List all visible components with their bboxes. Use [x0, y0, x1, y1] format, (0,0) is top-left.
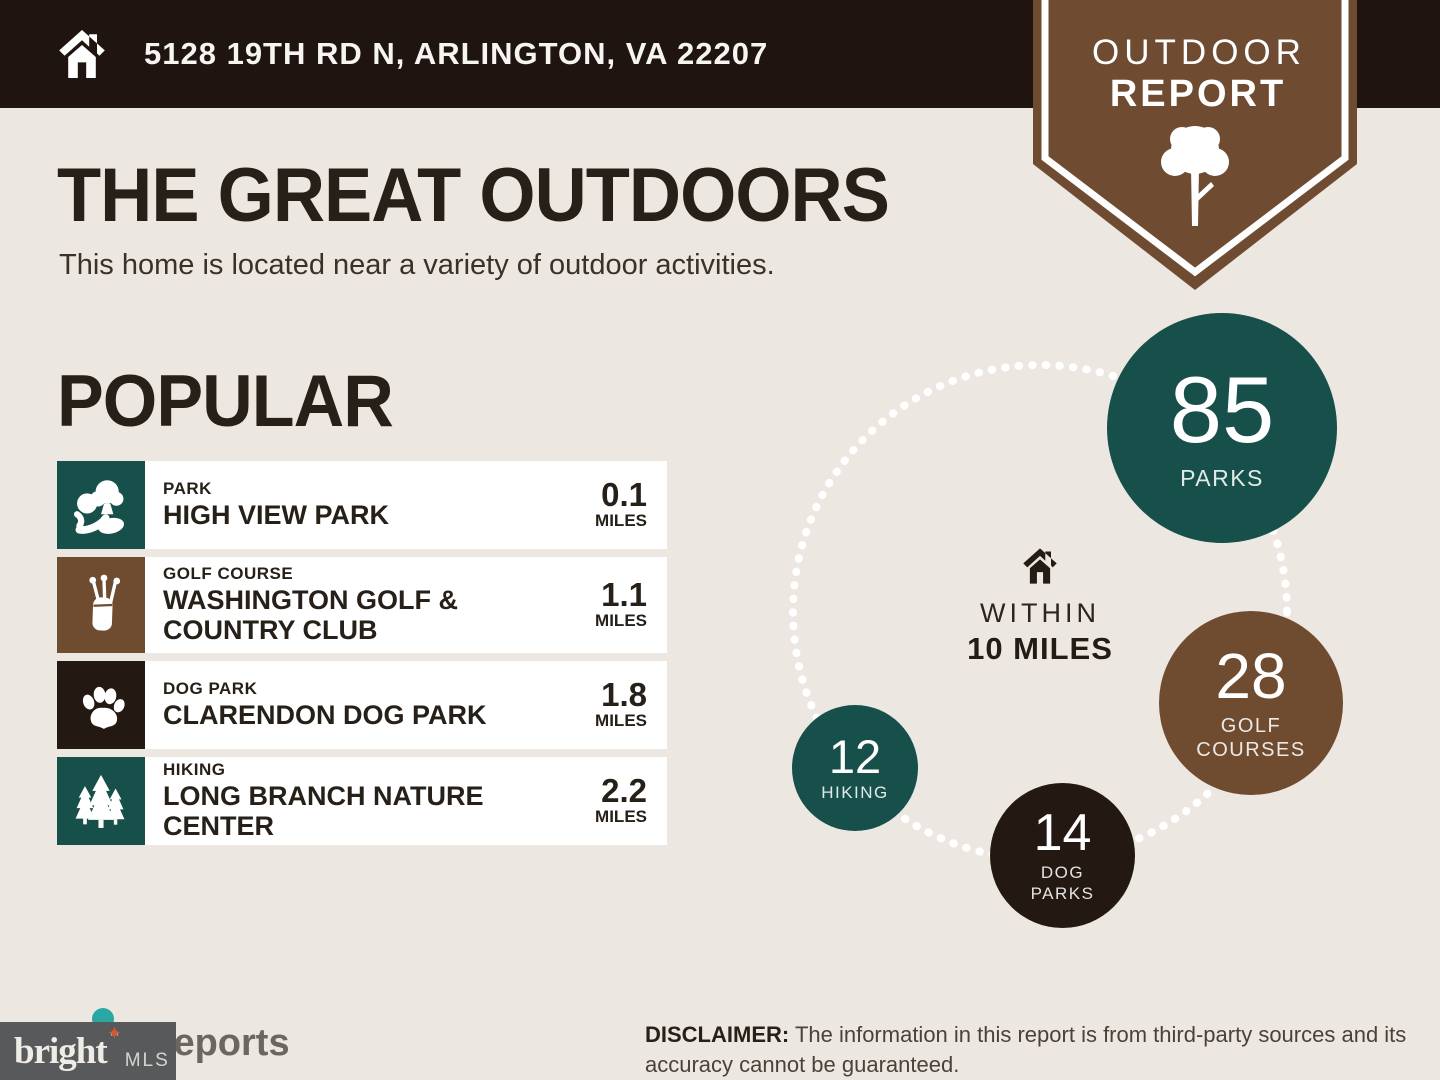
trademark-symbol: ™	[109, 1029, 119, 1040]
list-card: GOLF COURSE WASHINGTON GOLF & COUNTRY CL…	[145, 557, 667, 653]
golf-count: 28	[1215, 640, 1287, 712]
item-category: HIKING	[163, 760, 226, 780]
within-text: WITHIN	[980, 598, 1100, 628]
hiking-label: HIKING	[821, 782, 889, 802]
bubble-hiking: 12 HIKING	[792, 705, 918, 831]
popular-list: PARK HIGH VIEW PARK 0.1 MILES	[57, 461, 667, 853]
golf-label: GOLF COURSES	[1196, 715, 1306, 761]
item-distance: 0.1 MILES	[595, 476, 647, 531]
popular-heading: POPULAR	[57, 361, 394, 442]
item-name: LONG BRANCH NATURE CENTER	[163, 781, 484, 841]
disclaimer: DISCLAIMER: The information in this repo…	[645, 1020, 1415, 1079]
dog-parks-count: 14	[1033, 804, 1092, 863]
list-card: HIKING LONG BRANCH NATURE CENTER 2.2 MIL…	[145, 757, 667, 845]
home-icon	[59, 30, 105, 78]
bubble-dog-parks: 14 DOG PARKS	[990, 783, 1135, 928]
parks-count: 85	[1169, 357, 1275, 463]
item-name: WASHINGTON GOLF & COUNTRY CLUB	[163, 585, 458, 645]
bubble-parks: 85 PARKS	[1107, 313, 1337, 543]
list-item-hiking: HIKING LONG BRANCH NATURE CENTER 2.2 MIL…	[57, 757, 667, 845]
radius-value: 10 MILES	[967, 631, 1113, 666]
bright-wordmark: bright ✦ ™	[14, 1025, 121, 1072]
hiking-count: 12	[828, 729, 882, 783]
golf-bag-icon	[57, 557, 145, 653]
ribbon-line1: OUTDOOR	[1092, 33, 1306, 72]
bubble-golf-courses: 28 GOLF COURSES	[1159, 611, 1343, 795]
ribbon-line2: REPORT	[1110, 73, 1286, 115]
list-item-dog-park: DOG PARK CLARENDON DOG PARK 1.8 MILES	[57, 661, 667, 749]
disclaimer-label: DISCLAIMER:	[645, 1022, 790, 1047]
parks-label: PARKS	[1180, 465, 1264, 492]
page-title: THE GREAT OUTDOORS	[57, 153, 890, 238]
item-category: PARK	[163, 479, 212, 499]
pine-trees-icon	[57, 757, 145, 845]
list-card: PARK HIGH VIEW PARK 0.1 MILES	[145, 461, 667, 549]
mls-label: MLS	[124, 1050, 170, 1071]
dog-parks-label: DOG PARKS	[1030, 863, 1095, 903]
page-subtitle: This home is located near a variety of o…	[59, 249, 775, 281]
item-category: DOG PARK	[163, 679, 258, 699]
list-item-golf: GOLF COURSE WASHINGTON GOLF & COUNTRY CL…	[57, 557, 667, 653]
item-distance: 1.1 MILES	[595, 576, 647, 631]
park-icon	[57, 461, 145, 549]
list-card: DOG PARK CLARENDON DOG PARK 1.8 MILES	[145, 661, 667, 749]
radius-center-label: WITHIN 10 MILES	[940, 544, 1140, 667]
item-name: CLARENDON DOG PARK	[163, 700, 487, 731]
property-address: 5128 19TH RD N, ARLINGTON, VA 22207	[144, 36, 769, 71]
item-distance: 2.2 MILES	[595, 772, 647, 827]
item-distance: 1.8 MILES	[595, 676, 647, 731]
tree-icon	[1161, 126, 1229, 226]
star-icon: ✦	[108, 1025, 121, 1042]
list-item-park: PARK HIGH VIEW PARK 0.1 MILES	[57, 461, 667, 549]
item-category: GOLF COURSE	[163, 564, 294, 584]
paw-icon	[57, 661, 145, 749]
outdoor-report-ribbon: OUTDOOR REPORT	[1033, 0, 1357, 290]
bright-mls-logo: bright ✦ ™ MLS	[0, 1022, 176, 1080]
disclaimer-text: The information in this report is from t…	[645, 1022, 1407, 1077]
home-icon	[1023, 548, 1057, 584]
item-name: HIGH VIEW PARK	[163, 500, 390, 531]
dotted-radius-ring	[789, 361, 1291, 863]
